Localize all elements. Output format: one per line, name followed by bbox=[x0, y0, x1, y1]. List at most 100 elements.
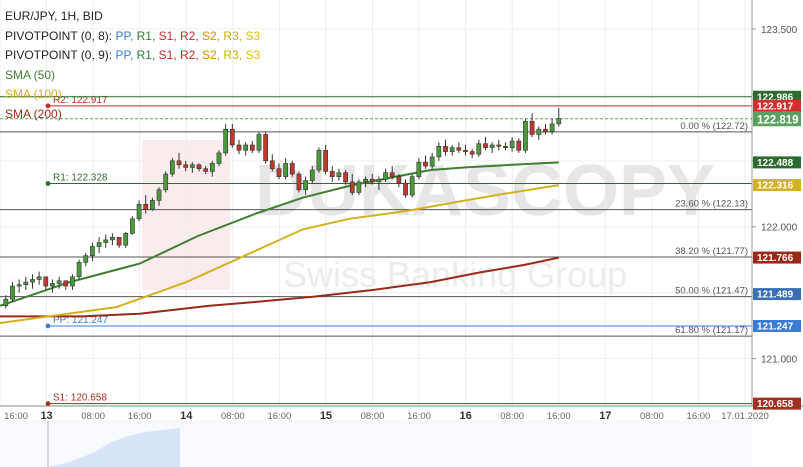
candle-body bbox=[256, 134, 262, 151]
candle-body bbox=[30, 279, 35, 283]
x-tick-label: 08:00 bbox=[221, 411, 245, 422]
candle-body bbox=[163, 173, 169, 191]
candle-body bbox=[456, 147, 462, 151]
x-tick-label: 08:00 bbox=[640, 411, 664, 422]
price-badge bbox=[753, 90, 801, 103]
legend-pivot-label: PIVOTPOINT (0, 8): bbox=[5, 28, 113, 43]
candle-body bbox=[536, 128, 542, 135]
candle-body bbox=[90, 246, 95, 257]
candle-body bbox=[76, 262, 82, 278]
candle-body bbox=[243, 144, 249, 151]
candle-body bbox=[203, 168, 209, 172]
candle-body bbox=[170, 160, 175, 175]
x-tick-label: 16:00 bbox=[547, 411, 571, 422]
price-badge bbox=[753, 111, 801, 127]
candle-body bbox=[449, 147, 455, 152]
candle-body bbox=[383, 172, 388, 180]
candle-body bbox=[36, 276, 42, 280]
legend-pivot-s3: S3 bbox=[245, 48, 261, 62]
candle-body bbox=[236, 144, 242, 151]
candle-body bbox=[503, 146, 508, 148]
candle-body bbox=[489, 144, 495, 148]
candle-body bbox=[110, 236, 115, 241]
candle-body bbox=[130, 218, 135, 234]
candle-body bbox=[303, 180, 308, 191]
candle-body bbox=[216, 152, 222, 164]
candle-body bbox=[336, 172, 342, 177]
legend-pivot-pp: PP, bbox=[115, 48, 134, 62]
candle-body bbox=[103, 239, 109, 243]
legend-pivot-row-1: PIVOTPOINT (0, 8): PP, R1, S1, R2, S2, R… bbox=[5, 27, 260, 47]
candle-body bbox=[143, 204, 149, 210]
candle-body bbox=[403, 182, 408, 196]
legend-pivot-label: PIVOTPOINT (0, 9): bbox=[5, 48, 113, 62]
legend-pivot-s2: S2, bbox=[202, 28, 221, 43]
candle-body bbox=[369, 178, 375, 183]
horizontal-levels: R2: 122.917 R1: 122.328 PP: 121.247 S1: 120… bbox=[0, 95, 752, 407]
candle-body bbox=[83, 255, 89, 263]
candle-body bbox=[189, 164, 195, 168]
candle-body bbox=[429, 156, 435, 167]
navigator[interactable] bbox=[0, 420, 752, 467]
candle-body bbox=[96, 242, 102, 247]
price-badge-label: 121.766 bbox=[757, 253, 794, 264]
candle-body bbox=[196, 164, 202, 170]
x-tick-label: 16:00 bbox=[407, 411, 431, 422]
legend-sma-200: SMA (200) bbox=[5, 106, 62, 121]
candle-body bbox=[263, 134, 269, 162]
candle-body bbox=[43, 276, 49, 287]
pivot-label: R1: 122.328 bbox=[53, 172, 108, 183]
fib-label: 23.60 % (122.13) bbox=[675, 199, 748, 210]
price-badge-label: 122.986 bbox=[757, 92, 794, 103]
candles bbox=[3, 108, 562, 309]
candle-body bbox=[23, 281, 29, 286]
legend-pivot-r3: R3, bbox=[223, 28, 243, 43]
price-badge bbox=[753, 251, 801, 264]
candle-body bbox=[516, 140, 522, 151]
price-badge bbox=[753, 99, 801, 112]
legend-pivot-row-2: PIVOTPOINT (0, 9): PP, R1, S1, R2, S2, R… bbox=[5, 46, 260, 66]
price-badge bbox=[753, 179, 801, 192]
price-badge-label: 120.658 bbox=[757, 399, 794, 410]
candle-body bbox=[549, 123, 555, 133]
candle-body bbox=[463, 149, 468, 152]
candle-body bbox=[156, 189, 162, 201]
legend-pivot-s2: S2, bbox=[202, 48, 221, 62]
x-tick-label: 16:00 bbox=[4, 411, 28, 422]
x-tick-label: 13 bbox=[40, 410, 52, 422]
x-tick-label: 08:00 bbox=[361, 411, 385, 422]
candle-body bbox=[443, 146, 448, 152]
candle-body bbox=[229, 128, 235, 146]
candle-body bbox=[543, 128, 548, 133]
candle-body bbox=[496, 144, 502, 147]
sma50-line bbox=[0, 161, 559, 307]
legend-pivot-r2: R2, bbox=[180, 48, 199, 62]
x-tick-label: 16:00 bbox=[128, 411, 152, 422]
y-tick-label: 121.000 bbox=[761, 355, 798, 366]
candle-body bbox=[423, 161, 428, 167]
candle-body bbox=[416, 161, 422, 177]
x-tick-label: 16 bbox=[460, 410, 472, 422]
legend-pivot-s1: S1, bbox=[158, 48, 177, 62]
price-badge-label: 122.488 bbox=[757, 158, 794, 169]
legend-pivot-r1: R1, bbox=[136, 28, 156, 43]
candle-body bbox=[136, 204, 142, 220]
x-tick-label: 16:00 bbox=[687, 411, 711, 422]
candle-body bbox=[376, 178, 382, 183]
price-badge-label: 122.316 bbox=[757, 181, 794, 192]
legend-pivot-pp: PP, bbox=[115, 28, 134, 43]
candle-body bbox=[396, 176, 402, 184]
candle-body bbox=[176, 160, 182, 166]
legend: EUR/JPY, 1H, BID PIVOTPOINT (0, 8): PP, … bbox=[5, 7, 260, 124]
candle-body bbox=[483, 143, 488, 148]
candle-body bbox=[50, 283, 55, 287]
pivot-label: R2: 122.917 bbox=[53, 95, 108, 106]
candle-body bbox=[349, 181, 355, 193]
candle-body bbox=[249, 144, 255, 151]
candle-body bbox=[309, 169, 315, 181]
price-badge bbox=[753, 319, 801, 332]
fib-label: 61.80 % (121.17) bbox=[675, 325, 748, 336]
